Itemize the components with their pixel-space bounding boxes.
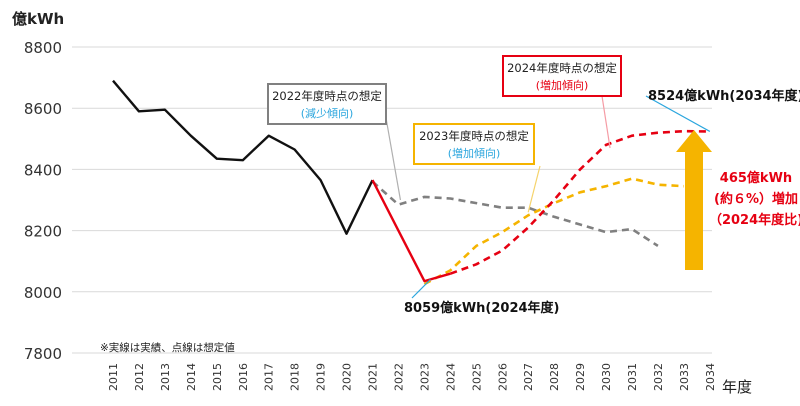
leader-2023 — [527, 165, 541, 213]
y-tick-label-7800: 7800 — [24, 345, 62, 363]
callout-2024-forecast: 2024年度時点の想定 (増加傾向) — [502, 55, 622, 97]
x-tick-label-2016: 2016 — [237, 363, 250, 391]
y-tick-label-8600: 8600 — [24, 100, 62, 118]
annotation-2034-value: 8524億kWh(2034年度) — [648, 88, 800, 104]
series-actual — [112, 79, 374, 235]
x-tick-label-2030: 2030 — [600, 363, 613, 391]
series-actual_2024_view — [371, 179, 451, 283]
y-tick-label-8000: 8000 — [24, 284, 62, 302]
y-axis-tick-labels: 7800 8000 8200 8400 8600 8800 — [24, 39, 62, 363]
leader-2034 — [645, 95, 711, 132]
x-tick-label-2032: 2032 — [652, 363, 665, 391]
x-tick-label-2034: 2034 — [704, 363, 717, 391]
callout-leader-lines — [385, 95, 711, 299]
x-axis-label: 年度 — [722, 378, 752, 396]
leader-8059 — [411, 279, 431, 299]
increase-arrow — [676, 130, 712, 270]
x-tick-label-2013: 2013 — [159, 363, 172, 391]
increase-text-line3: （2024年度比) — [709, 212, 800, 228]
callout-2024-sub: (増加傾向) — [536, 78, 589, 92]
y-axis-label: 億kWh — [12, 10, 64, 28]
x-tick-label-2018: 2018 — [289, 363, 302, 391]
x-tick-label-2028: 2028 — [548, 363, 561, 391]
callout-2022-title: 2022年度時点の想定 — [272, 89, 382, 103]
callout-2024-title: 2024年度時点の想定 — [507, 61, 617, 75]
x-tick-label-2014: 2014 — [185, 363, 198, 391]
x-tick-label-2029: 2029 — [574, 363, 587, 391]
x-tick-label-2012: 2012 — [133, 363, 146, 391]
leader-2024 — [601, 95, 611, 149]
callout-2023-title: 2023年度時点の想定 — [419, 129, 529, 143]
callout-2022-forecast: 2022年度時点の想定 (減少傾向) — [267, 83, 387, 125]
x-axis-tick-labels: 2011 2012 2013 2014 2015 2016 2017 2018 2019 2020… — [107, 363, 717, 391]
grid-lines — [72, 46, 712, 354]
x-tick-label-2027: 2027 — [522, 363, 535, 391]
series-forecast_2024 — [449, 129, 710, 275]
footnote: ※実線は実績、点線は想定値 — [100, 341, 235, 354]
x-tick-label-2025: 2025 — [470, 363, 483, 391]
x-tick-label-2033: 2033 — [678, 363, 691, 391]
x-tick-label-2023: 2023 — [418, 363, 431, 391]
callout-2023-forecast: 2023年度時点の想定 (増加傾向) — [413, 123, 535, 165]
x-tick-label-2015: 2015 — [211, 363, 224, 391]
x-tick-label-2017: 2017 — [263, 363, 276, 391]
series-forecast_2023 — [423, 177, 684, 286]
y-tick-label-8400: 8400 — [24, 161, 62, 179]
series-lines — [112, 79, 710, 286]
increase-text-line2: (約６%）増加 — [714, 191, 798, 207]
x-tick-label-2019: 2019 — [315, 363, 328, 391]
x-tick-label-2021: 2021 — [367, 363, 380, 391]
x-tick-label-2031: 2031 — [626, 363, 639, 391]
callout-2022-sub: (減少傾向) — [301, 106, 354, 120]
increase-text-line1: 465億kWh — [720, 170, 792, 186]
callout-2023-sub: (増加傾向) — [448, 146, 501, 160]
x-tick-label-2020: 2020 — [341, 363, 354, 391]
y-tick-label-8200: 8200 — [24, 223, 62, 241]
annotation-2024-value: 8059億kWh(2024年度) — [404, 300, 560, 316]
leader-2022 — [385, 117, 402, 201]
y-tick-label-8800: 8800 — [24, 39, 62, 57]
x-tick-label-2022: 2022 — [392, 363, 405, 391]
x-tick-label-2024: 2024 — [444, 363, 457, 391]
series-forecast_2022 — [371, 180, 659, 247]
x-tick-label-2011: 2011 — [107, 363, 120, 391]
x-tick-label-2026: 2026 — [496, 363, 509, 391]
